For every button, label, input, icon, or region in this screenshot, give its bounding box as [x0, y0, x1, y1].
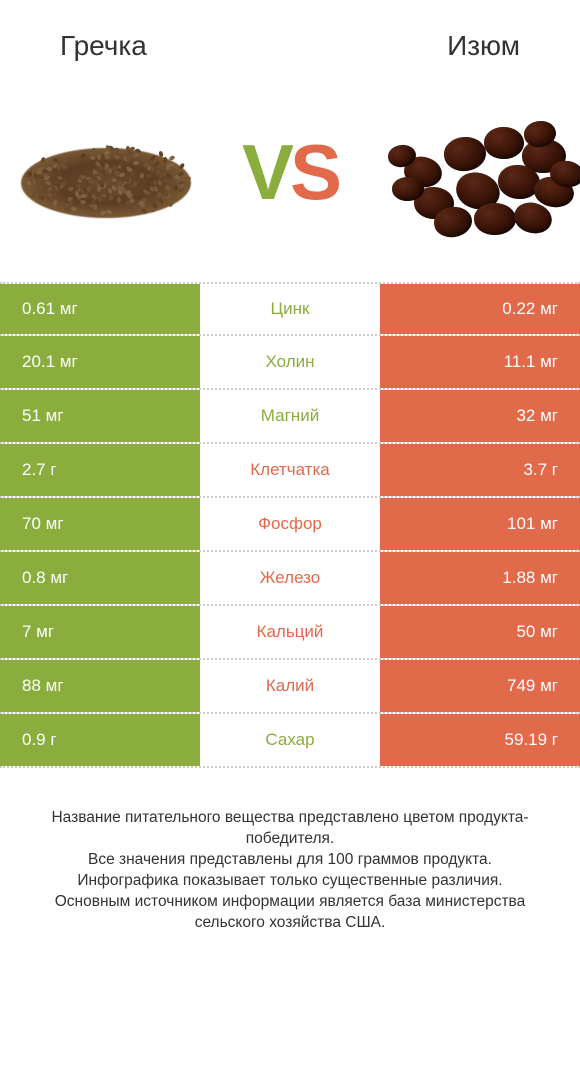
vs-v: V: [242, 128, 290, 216]
nutrient-label: Цинк: [200, 284, 380, 334]
right-value-cell: 3.7 г: [380, 444, 580, 496]
table-row: 0.9 гСахар59.19 г: [0, 714, 580, 768]
right-value-cell: 50 мг: [380, 606, 580, 658]
buckwheat-icon: [11, 117, 201, 227]
right-value-cell: 749 мг: [380, 660, 580, 712]
footer-line: Название питательного вещества представл…: [20, 808, 560, 850]
footer-line: Инфографика показывает только существенн…: [20, 871, 560, 892]
left-value-cell: 2.7 г: [0, 444, 200, 496]
left-value-cell: 0.61 мг: [0, 284, 200, 334]
nutrient-label: Фосфор: [200, 498, 380, 550]
right-value-cell: 101 мг: [380, 498, 580, 550]
right-value-cell: 1.88 мг: [380, 552, 580, 604]
nutrient-label: Клетчатка: [200, 444, 380, 496]
right-value-cell: 32 мг: [380, 390, 580, 442]
left-food-image: [6, 102, 206, 242]
left-value-cell: 0.8 мг: [0, 552, 200, 604]
table-row: 2.7 гКлетчатка3.7 г: [0, 444, 580, 498]
vs-row: VS: [0, 72, 580, 282]
left-value-cell: 0.9 г: [0, 714, 200, 766]
left-value-cell: 88 мг: [0, 660, 200, 712]
left-value-cell: 7 мг: [0, 606, 200, 658]
nutrient-label: Холин: [200, 336, 380, 388]
table-row: 0.61 мгЦинк0.22 мг: [0, 282, 580, 336]
table-row: 70 мгФосфор101 мг: [0, 498, 580, 552]
table-row: 20.1 мгХолин11.1 мг: [0, 336, 580, 390]
right-value-cell: 59.19 г: [380, 714, 580, 766]
nutrient-label: Магний: [200, 390, 380, 442]
left-value-cell: 20.1 мг: [0, 336, 200, 388]
right-value-cell: 0.22 мг: [380, 284, 580, 334]
table-row: 51 мгМагний32 мг: [0, 390, 580, 444]
vs-label: VS: [242, 127, 338, 218]
table-row: 7 мгКальций50 мг: [0, 606, 580, 660]
raisins-icon: [374, 107, 574, 237]
right-food-image: [374, 102, 574, 242]
footer-line: Все значения представлены для 100 граммо…: [20, 850, 560, 871]
nutrient-label: Железо: [200, 552, 380, 604]
vs-s: S: [290, 128, 338, 216]
footer-notes: Название питательного вещества представл…: [0, 768, 580, 934]
nutrient-label: Кальций: [200, 606, 380, 658]
nutrient-label: Сахар: [200, 714, 380, 766]
left-food-title: Гречка: [60, 30, 147, 62]
header: Гречка Изюм: [0, 0, 580, 72]
table-row: 88 мгКалий749 мг: [0, 660, 580, 714]
right-food-title: Изюм: [447, 30, 520, 62]
comparison-table: 0.61 мгЦинк0.22 мг20.1 мгХолин11.1 мг51 …: [0, 282, 580, 768]
left-value-cell: 70 мг: [0, 498, 200, 550]
left-value-cell: 51 мг: [0, 390, 200, 442]
footer-line: Основным источником информации является …: [20, 892, 560, 934]
right-value-cell: 11.1 мг: [380, 336, 580, 388]
table-row: 0.8 мгЖелезо1.88 мг: [0, 552, 580, 606]
nutrient-label: Калий: [200, 660, 380, 712]
